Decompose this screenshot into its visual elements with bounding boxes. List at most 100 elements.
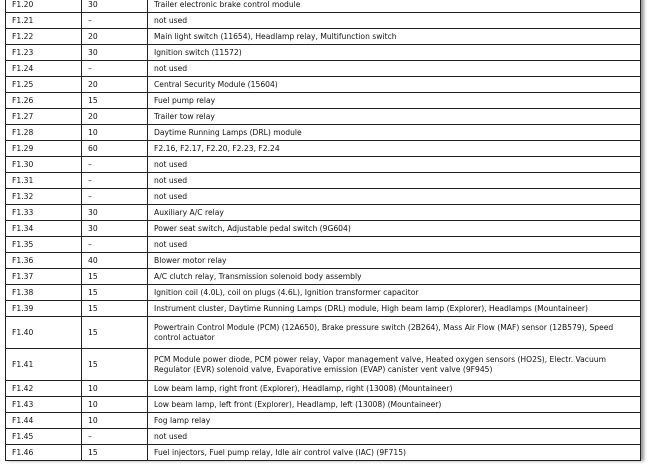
fuse-row: F1.24– not used: [5, 60, 641, 77]
amperage: 15: [81, 284, 148, 301]
fuse-row: F1.36 40 Blower motor relay: [5, 252, 641, 269]
amperage: –: [81, 60, 148, 77]
amperage: 15: [81, 444, 148, 461]
fuse-row: F1.43 10 Low beam lamp, left front (Explor…: [5, 396, 641, 413]
fuse-row: F1.40 15 Powertrain Control Module (PCM) (…: [5, 316, 641, 349]
amperage: 10: [81, 412, 148, 429]
circuit: Low beam lamp, left front (Explorer), He…: [147, 396, 641, 413]
amperage: 15: [81, 268, 148, 285]
circuit: not used: [147, 60, 641, 77]
fuse-id: F1.45: [5, 428, 82, 445]
fuse-id: F1.26: [5, 92, 82, 109]
amperage: 60: [81, 140, 148, 157]
amperage: 40: [81, 252, 148, 269]
fuse-id: F1.41: [5, 348, 82, 381]
fuse-id: F1.37: [5, 268, 82, 285]
amperage: 30: [81, 44, 148, 61]
amperage: 20: [81, 28, 148, 45]
circuit: not used: [147, 236, 641, 253]
fuse-id: F1.40: [5, 316, 82, 349]
fuse-row: F1.37 15 A/C clutch relay, Transmission so…: [5, 268, 641, 285]
amperage: 20: [81, 108, 148, 125]
circuit: Low beam lamp, right front (Explorer), H…: [147, 380, 641, 397]
fuse-table: F1.20 30 Trailer electronic brake control …: [5, 0, 641, 461]
fuse-id: F1.33: [5, 204, 82, 221]
amperage: 10: [81, 380, 148, 397]
circuit: not used: [147, 156, 641, 173]
fuse-id: F1.22: [5, 28, 82, 45]
amperage: 15: [81, 300, 148, 317]
circuit: not used: [147, 188, 641, 205]
amperage: –: [81, 156, 148, 173]
amperage: 30: [81, 204, 148, 221]
circuit: F2.16, F2.17, F2.20, F2.23, F2.24: [147, 140, 641, 157]
circuit: Ignition coil (4.0L), coil on plugs (4.6…: [147, 284, 641, 301]
fuse-id: F1.39: [5, 300, 82, 317]
fuse-id: F1.23: [5, 44, 82, 61]
amperage: 10: [81, 396, 148, 413]
fuse-id: F1.38: [5, 284, 82, 301]
amperage: –: [81, 12, 148, 29]
fuse-row: F1.28 10 Daytime Running Lamps (DRL) modul…: [5, 124, 641, 141]
fuse-id: F1.25: [5, 76, 82, 93]
circuit: Trailer tow relay: [147, 108, 641, 125]
fuse-id: F1.42: [5, 380, 82, 397]
circuit: Instrument cluster, Daytime Running Lamp…: [147, 300, 641, 317]
amperage: –: [81, 188, 148, 205]
fuse-row: F1.41 15 PCM Module power diode, PCM power…: [5, 348, 641, 381]
fuse-id: F1.31: [5, 172, 82, 189]
fuse-id: F1.27: [5, 108, 82, 125]
fuse-id: F1.20: [5, 0, 82, 13]
circuit: not used: [147, 428, 641, 445]
amperage: 15: [81, 348, 148, 381]
fuse-id: F1.21: [5, 12, 82, 29]
fuse-row: F1.25 20 Central Security Module (15604): [5, 76, 641, 93]
fuse-row: F1.29 60 F2.16, F2.17, F2.20, F2.23, F2.24: [5, 140, 641, 157]
circuit: Daytime Running Lamps (DRL) module: [147, 124, 641, 141]
fuse-id: F1.28: [5, 124, 82, 141]
fuse-id: F1.24: [5, 60, 82, 77]
circuit: Ignition switch (11572): [147, 44, 641, 61]
fuse-id: F1.46: [5, 444, 82, 461]
circuit: not used: [147, 12, 641, 29]
circuit: Fog lamp relay: [147, 412, 641, 429]
fuse-row: F1.44 10 Fog lamp relay: [5, 412, 641, 429]
amperage: 30: [81, 220, 148, 237]
amperage: –: [81, 236, 148, 253]
amperage: 10: [81, 124, 148, 141]
amperage: 15: [81, 316, 148, 349]
circuit: Main light switch (11654), Headlamp rela…: [147, 28, 641, 45]
fuse-id: F1.43: [5, 396, 82, 413]
fuse-row: F1.30– not used: [5, 156, 641, 173]
circuit: Powertrain Control Module (PCM) (12A650)…: [147, 316, 641, 349]
fuse-row: F1.32– not used: [5, 188, 641, 205]
fuse-id: F1.44: [5, 412, 82, 429]
circuit: Fuel pump relay: [147, 92, 641, 109]
circuit: Central Security Module (15604): [147, 76, 641, 93]
circuit: Trailer electronic brake control module: [147, 0, 641, 13]
fuse-row: F1.26 15 Fuel pump relay: [5, 92, 641, 109]
fuse-id: F1.30: [5, 156, 82, 173]
amperage: 20: [81, 76, 148, 93]
fuse-id: F1.35: [5, 236, 82, 253]
fuse-row: F1.39 15 Instrument cluster, Daytime Runni…: [5, 300, 641, 317]
fuse-row: F1.38 15 Ignition coil (4.0L), coil on plu…: [5, 284, 641, 301]
fuse-row: F1.33 30 Auxiliary A/C relay: [5, 204, 641, 221]
amperage: –: [81, 428, 148, 445]
fuse-row: F1.35– not used: [5, 236, 641, 253]
circuit: Fuel injectors, Fuel pump relay, Idle ai…: [147, 444, 641, 461]
fuse-id: F1.34: [5, 220, 82, 237]
fuse-row: F1.27 20 Trailer tow relay: [5, 108, 641, 125]
circuit: Blower motor relay: [147, 252, 641, 269]
fuse-row: F1.31– not used: [5, 172, 641, 189]
circuit: Auxiliary A/C relay: [147, 204, 641, 221]
amperage: –: [81, 172, 148, 189]
fuse-id: F1.32: [5, 188, 82, 205]
fuse-row: F1.34 30 Power seat switch, Adjustable ped…: [5, 220, 641, 237]
fuse-row: F1.45– not used: [5, 428, 641, 445]
circuit: A/C clutch relay, Transmission solenoid …: [147, 268, 641, 285]
fuse-row: F1.23 30 Ignition switch (11572): [5, 44, 641, 61]
fuse-id: F1.36: [5, 252, 82, 269]
fuse-row: F1.42 10 Low beam lamp, right front (Explo…: [5, 380, 641, 397]
